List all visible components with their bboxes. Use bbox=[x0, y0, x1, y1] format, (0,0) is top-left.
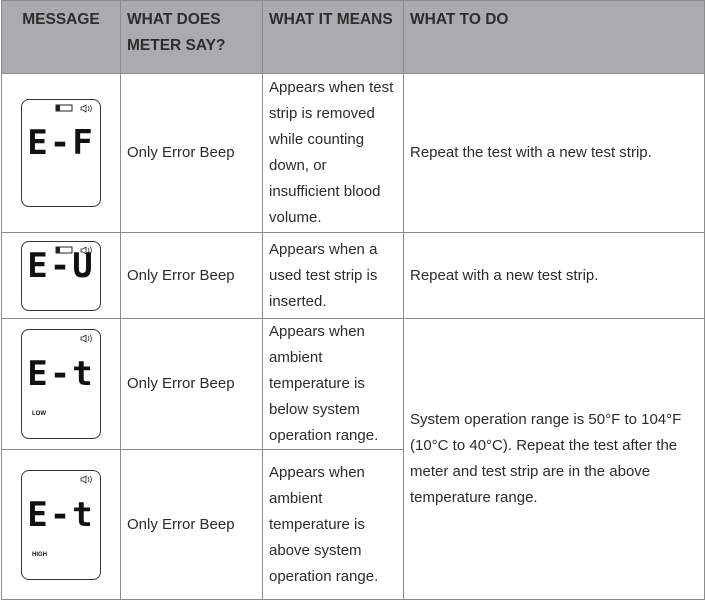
meaning-cell: Appears when ambient temperature is belo… bbox=[262, 318, 404, 450]
speaker-icon bbox=[80, 474, 87, 484]
display-code: E-t bbox=[27, 354, 95, 394]
meter-display: E-t LOW bbox=[21, 329, 101, 439]
column-header: MESSAGE bbox=[1, 0, 121, 74]
table-row: E-t LOW Only Error Beep Appears when ambien… bbox=[1, 318, 705, 600]
display-indicator: LOW bbox=[32, 411, 46, 417]
meter-display: E-t HIGH bbox=[21, 469, 101, 580]
speaker-icon bbox=[80, 334, 87, 343]
display-indicator: HIGH bbox=[32, 551, 47, 558]
column-header: WHAT IT MEANS bbox=[262, 0, 404, 74]
message-cell: E-U bbox=[1, 232, 121, 319]
table-row: E-t HIGH Only Error Beep Appears when ambie… bbox=[1, 449, 705, 600]
column-header: WHAT DOES METER SAY? bbox=[120, 0, 263, 74]
battery-level bbox=[56, 246, 60, 253]
sound-waves bbox=[87, 246, 92, 254]
column-header: WHAT TO DO bbox=[403, 0, 705, 74]
meter-display: E-U bbox=[21, 240, 101, 311]
meaning-cell: Appears when ambient temperature is abov… bbox=[262, 449, 404, 600]
status-icons bbox=[55, 104, 92, 113]
action-cell: Repeat the test with a new test strip. bbox=[403, 73, 705, 233]
action-cell: Repeat with a new test strip. bbox=[403, 232, 705, 319]
status-icons bbox=[80, 334, 92, 343]
meter-display: E-F bbox=[21, 99, 101, 207]
status-icons bbox=[55, 245, 92, 255]
status-icons bbox=[80, 474, 92, 484]
table-body: E-F Only Error Beep Appears when test stri… bbox=[1, 73, 705, 600]
sound-waves bbox=[87, 104, 92, 113]
table-row: E-F Only Error Beep Appears when test stri… bbox=[1, 73, 705, 233]
sound-waves bbox=[87, 475, 92, 483]
message-cell: E-t HIGH bbox=[1, 449, 121, 600]
message-cell: E-F bbox=[1, 73, 121, 233]
display-code: E-t bbox=[27, 494, 95, 535]
meter-says-cell: Only Error Beep bbox=[120, 449, 263, 600]
meter-says-cell: Only Error Beep bbox=[120, 232, 263, 319]
meaning-cell: Appears when a used test strip is insert… bbox=[262, 232, 404, 319]
display-code: E-U bbox=[27, 245, 95, 286]
meter-says-cell: Only Error Beep bbox=[120, 318, 263, 450]
action-cell: System operation range is 50°F to 104°F … bbox=[403, 318, 705, 600]
sound-waves bbox=[87, 334, 92, 343]
speaker-icon bbox=[80, 245, 87, 255]
display-code: E-F bbox=[27, 123, 95, 163]
message-cell: E-t LOW bbox=[1, 318, 121, 450]
battery-level bbox=[56, 105, 60, 111]
speaker-icon bbox=[80, 104, 87, 113]
meaning-cell: Appears when test strip is removed while… bbox=[262, 73, 404, 233]
table-row: E-U Only Error Beep Appears when a used te… bbox=[1, 232, 705, 319]
header-row: MESSAGE WHAT DOES METER SAY? WHAT IT MEANS… bbox=[1, 0, 705, 74]
meter-says-cell: Only Error Beep bbox=[120, 73, 263, 233]
